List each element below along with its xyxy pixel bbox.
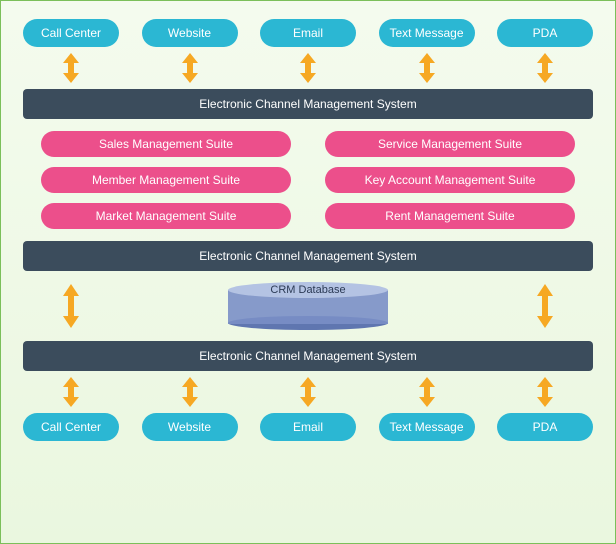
channel-label: Website xyxy=(168,420,211,434)
system-bar-2: Electronic Channel Management System xyxy=(23,241,593,271)
channel-label: Text Message xyxy=(389,26,463,40)
system-bar-1: Electronic Channel Management System xyxy=(23,89,593,119)
channel-pill: Email xyxy=(260,19,356,47)
channel-pill: Text Message xyxy=(379,19,475,47)
double-arrow-icon xyxy=(298,53,318,83)
bar-label: Electronic Channel Management System xyxy=(199,249,416,263)
suite-pill: Sales Management Suite xyxy=(41,131,291,157)
suite-label: Sales Management Suite xyxy=(99,137,233,151)
bar-label: Electronic Channel Management System xyxy=(199,349,416,363)
diagram-canvas: Call Center Website Email Text Message P… xyxy=(0,0,616,544)
channel-pill: Text Message xyxy=(379,413,475,441)
channel-pill: Call Center xyxy=(23,413,119,441)
double-arrow-icon xyxy=(417,377,437,407)
double-arrow-icon xyxy=(535,377,555,407)
suites-grid: Sales Management Suite Service Managemen… xyxy=(23,119,593,241)
channel-pill: PDA xyxy=(497,19,593,47)
double-arrow-icon xyxy=(535,53,555,83)
double-arrow-icon xyxy=(61,377,81,407)
system-bar-3: Electronic Channel Management System xyxy=(23,341,593,371)
channel-pill: PDA xyxy=(497,413,593,441)
bar-label: Electronic Channel Management System xyxy=(199,97,416,111)
suite-label: Market Management Suite xyxy=(96,209,237,223)
channel-pill: Email xyxy=(260,413,356,441)
double-arrow-icon xyxy=(298,377,318,407)
suite-label: Key Account Management Suite xyxy=(365,173,536,187)
suite-pill: Rent Management Suite xyxy=(325,203,575,229)
channel-label: Email xyxy=(293,420,323,434)
channels-bottom-row: Call Center Website Email Text Message P… xyxy=(23,413,593,441)
channel-pill: Website xyxy=(142,19,238,47)
double-arrow-icon xyxy=(535,284,555,328)
suite-label: Member Management Suite xyxy=(92,173,240,187)
channel-label: PDA xyxy=(533,26,558,40)
channel-label: Call Center xyxy=(41,420,101,434)
suite-pill: Key Account Management Suite xyxy=(325,167,575,193)
channel-label: Call Center xyxy=(41,26,101,40)
database-label: CRM Database xyxy=(228,284,388,296)
arrow-row-bottom xyxy=(23,377,593,407)
arrow-row-top xyxy=(23,53,593,83)
suite-label: Rent Management Suite xyxy=(385,209,514,223)
suite-pill: Member Management Suite xyxy=(41,167,291,193)
suite-label: Service Management Suite xyxy=(378,137,522,151)
double-arrow-icon xyxy=(61,284,81,328)
suite-pill: Service Management Suite xyxy=(325,131,575,157)
double-arrow-icon xyxy=(61,53,81,83)
crm-database-cylinder: CRM Database xyxy=(228,282,388,330)
suite-pill: Market Management Suite xyxy=(41,203,291,229)
channel-label: Text Message xyxy=(389,420,463,434)
double-arrow-icon xyxy=(417,53,437,83)
channel-pill: Website xyxy=(142,413,238,441)
channels-top-row: Call Center Website Email Text Message P… xyxy=(23,19,593,47)
channel-label: Email xyxy=(293,26,323,40)
double-arrow-icon xyxy=(180,377,200,407)
channel-label: PDA xyxy=(533,420,558,434)
database-row: CRM Database xyxy=(23,277,593,335)
channel-pill: Call Center xyxy=(23,19,119,47)
double-arrow-icon xyxy=(180,53,200,83)
channel-label: Website xyxy=(168,26,211,40)
